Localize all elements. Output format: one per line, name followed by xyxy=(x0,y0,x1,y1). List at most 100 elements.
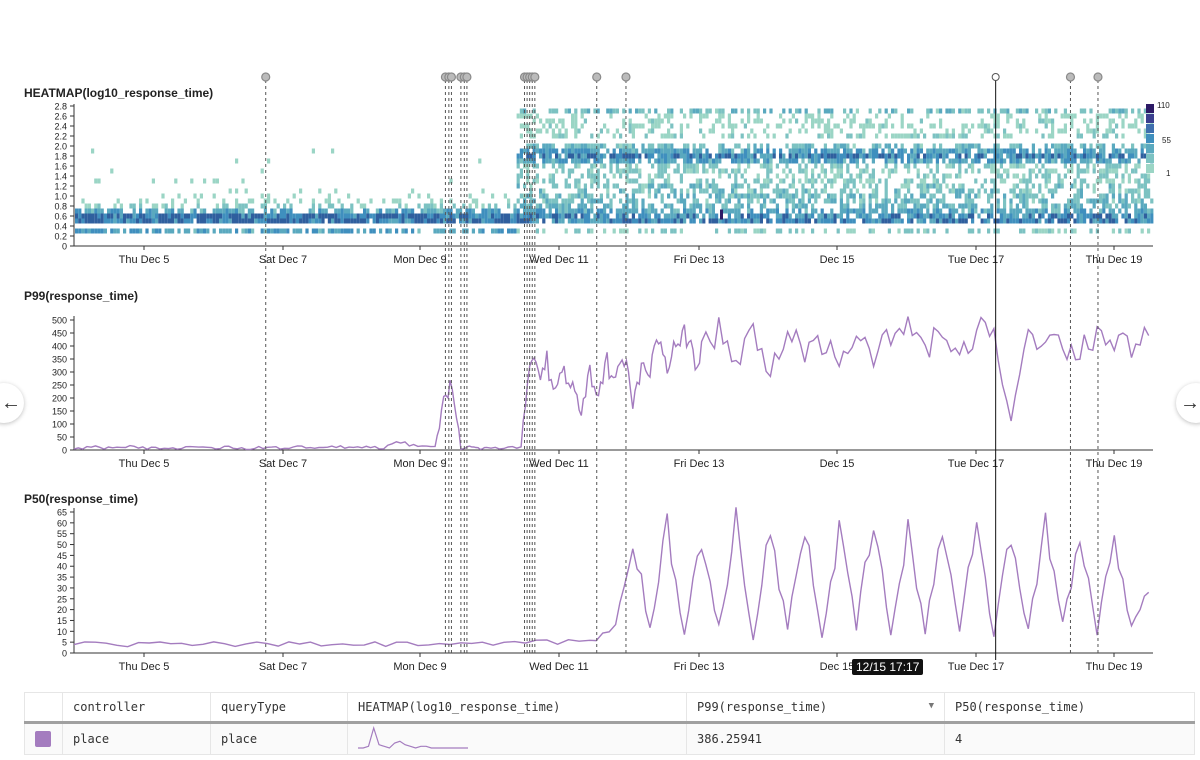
heatmap-cell[interactable] xyxy=(779,218,783,224)
heatmap-cell[interactable] xyxy=(670,153,674,159)
heatmap-cell[interactable] xyxy=(564,153,568,159)
heatmap-cell[interactable] xyxy=(574,178,578,184)
heatmap-cell[interactable] xyxy=(811,213,815,219)
heatmap-cell[interactable] xyxy=(577,148,581,154)
heatmap-cell[interactable] xyxy=(731,183,735,189)
heatmap-cell[interactable] xyxy=(526,148,530,154)
heatmap-cell[interactable] xyxy=(871,228,875,234)
heatmap-cell[interactable] xyxy=(446,213,450,219)
heatmap-cell[interactable] xyxy=(558,193,562,199)
heatmap-cell[interactable] xyxy=(660,133,664,139)
heatmap-cell[interactable] xyxy=(875,203,879,209)
heatmap-cell[interactable] xyxy=(1038,183,1042,189)
heatmap-cell[interactable] xyxy=(1147,228,1151,234)
heatmap-cell[interactable] xyxy=(1121,123,1125,129)
heatmap-cell[interactable] xyxy=(699,208,703,214)
heatmap-cell[interactable] xyxy=(590,143,594,149)
heatmap-cell[interactable] xyxy=(212,193,216,199)
heatmap-cell[interactable] xyxy=(667,108,671,114)
heatmap-cell[interactable] xyxy=(849,133,853,139)
heatmap-cell[interactable] xyxy=(961,213,965,219)
heatmap-cell[interactable] xyxy=(1006,168,1010,174)
heatmap-cell[interactable] xyxy=(270,213,274,219)
heatmap-cell[interactable] xyxy=(647,203,651,209)
heatmap-cell[interactable] xyxy=(913,213,917,219)
heatmap-cell[interactable] xyxy=(548,203,552,209)
heatmap-cell[interactable] xyxy=(574,113,578,119)
heatmap-cell[interactable] xyxy=(993,188,997,194)
heatmap-cell[interactable] xyxy=(663,183,667,189)
heatmap-cell[interactable] xyxy=(1079,213,1083,219)
heatmap-cell[interactable] xyxy=(798,203,802,209)
heatmap-cell[interactable] xyxy=(711,123,715,129)
heatmap-cell[interactable] xyxy=(977,108,981,114)
heatmap-cell[interactable] xyxy=(1118,198,1122,204)
heatmap-cell[interactable] xyxy=(833,163,837,169)
heatmap-cell[interactable] xyxy=(747,113,751,119)
heatmap-cell[interactable] xyxy=(1047,158,1051,164)
heatmap-cell[interactable] xyxy=(615,158,619,164)
heatmap-cell[interactable] xyxy=(772,148,776,154)
heatmap-cell[interactable] xyxy=(1108,218,1112,224)
heatmap-cell[interactable] xyxy=(871,143,875,149)
heatmap-cell[interactable] xyxy=(788,108,792,114)
heatmap-cell[interactable] xyxy=(1025,178,1029,184)
heatmap-cell[interactable] xyxy=(990,148,994,154)
heatmap-cell[interactable] xyxy=(478,218,482,224)
heatmap-cell[interactable] xyxy=(689,208,693,214)
heatmap-cell[interactable] xyxy=(1041,198,1045,204)
heatmap-cell[interactable] xyxy=(673,153,677,159)
heatmap-cell[interactable] xyxy=(900,198,904,204)
heatmap-cell[interactable] xyxy=(235,158,239,164)
heatmap-cell[interactable] xyxy=(308,213,312,219)
heatmap-cell[interactable] xyxy=(759,153,763,159)
heatmap-cell[interactable] xyxy=(692,183,696,189)
heatmap-cell[interactable] xyxy=(529,153,533,159)
heatmap-cell[interactable] xyxy=(788,168,792,174)
heatmap-cell[interactable] xyxy=(747,158,751,164)
heatmap-cell[interactable] xyxy=(743,123,747,129)
heatmap-cell[interactable] xyxy=(283,228,287,234)
heatmap-cell[interactable] xyxy=(295,213,299,219)
heatmap-cell[interactable] xyxy=(743,178,747,184)
heatmap-cell[interactable] xyxy=(513,228,517,234)
heatmap-cell[interactable] xyxy=(987,228,991,234)
heatmap-cell[interactable] xyxy=(1115,148,1119,154)
heatmap-cell[interactable] xyxy=(910,148,914,154)
heatmap-cell[interactable] xyxy=(545,153,549,159)
heatmap-cell[interactable] xyxy=(641,188,645,194)
heatmap-cell[interactable] xyxy=(852,183,856,189)
heatmap-cell[interactable] xyxy=(523,213,527,219)
heatmap-cell[interactable] xyxy=(782,158,786,164)
heatmap-cell[interactable] xyxy=(580,173,584,179)
heatmap-cell[interactable] xyxy=(763,178,767,184)
heatmap-cell[interactable] xyxy=(619,208,623,214)
heatmap-cell[interactable] xyxy=(846,198,850,204)
heatmap-cell[interactable] xyxy=(791,178,795,184)
heatmap-cell[interactable] xyxy=(884,108,888,114)
heatmap-cell[interactable] xyxy=(427,208,431,214)
heatmap-cell[interactable] xyxy=(1009,213,1013,219)
heatmap-cell[interactable] xyxy=(683,208,687,214)
heatmap-cell[interactable] xyxy=(852,153,856,159)
heatmap-cell[interactable] xyxy=(967,143,971,149)
heatmap-cell[interactable] xyxy=(590,163,594,169)
heatmap-cell[interactable] xyxy=(542,228,546,234)
heatmap-cell[interactable] xyxy=(225,228,229,234)
heatmap-cell[interactable] xyxy=(667,178,671,184)
heatmap-cell[interactable] xyxy=(1025,128,1029,134)
heatmap-cell[interactable] xyxy=(145,228,149,234)
heatmap-cell[interactable] xyxy=(743,193,747,199)
heatmap-cell[interactable] xyxy=(779,113,783,119)
heatmap-cell[interactable] xyxy=(955,208,959,214)
heatmap-cell[interactable] xyxy=(417,228,421,234)
heatmap-cell[interactable] xyxy=(526,113,530,119)
heatmap-cell[interactable] xyxy=(603,143,607,149)
heatmap-cell[interactable] xyxy=(542,123,546,129)
heatmap-cell[interactable] xyxy=(247,198,251,204)
heatmap-cell[interactable] xyxy=(916,228,920,234)
heatmap-cell[interactable] xyxy=(631,143,635,149)
heatmap-cell[interactable] xyxy=(270,218,274,224)
heatmap-cell[interactable] xyxy=(590,153,594,159)
heatmap-cell[interactable] xyxy=(731,153,735,159)
